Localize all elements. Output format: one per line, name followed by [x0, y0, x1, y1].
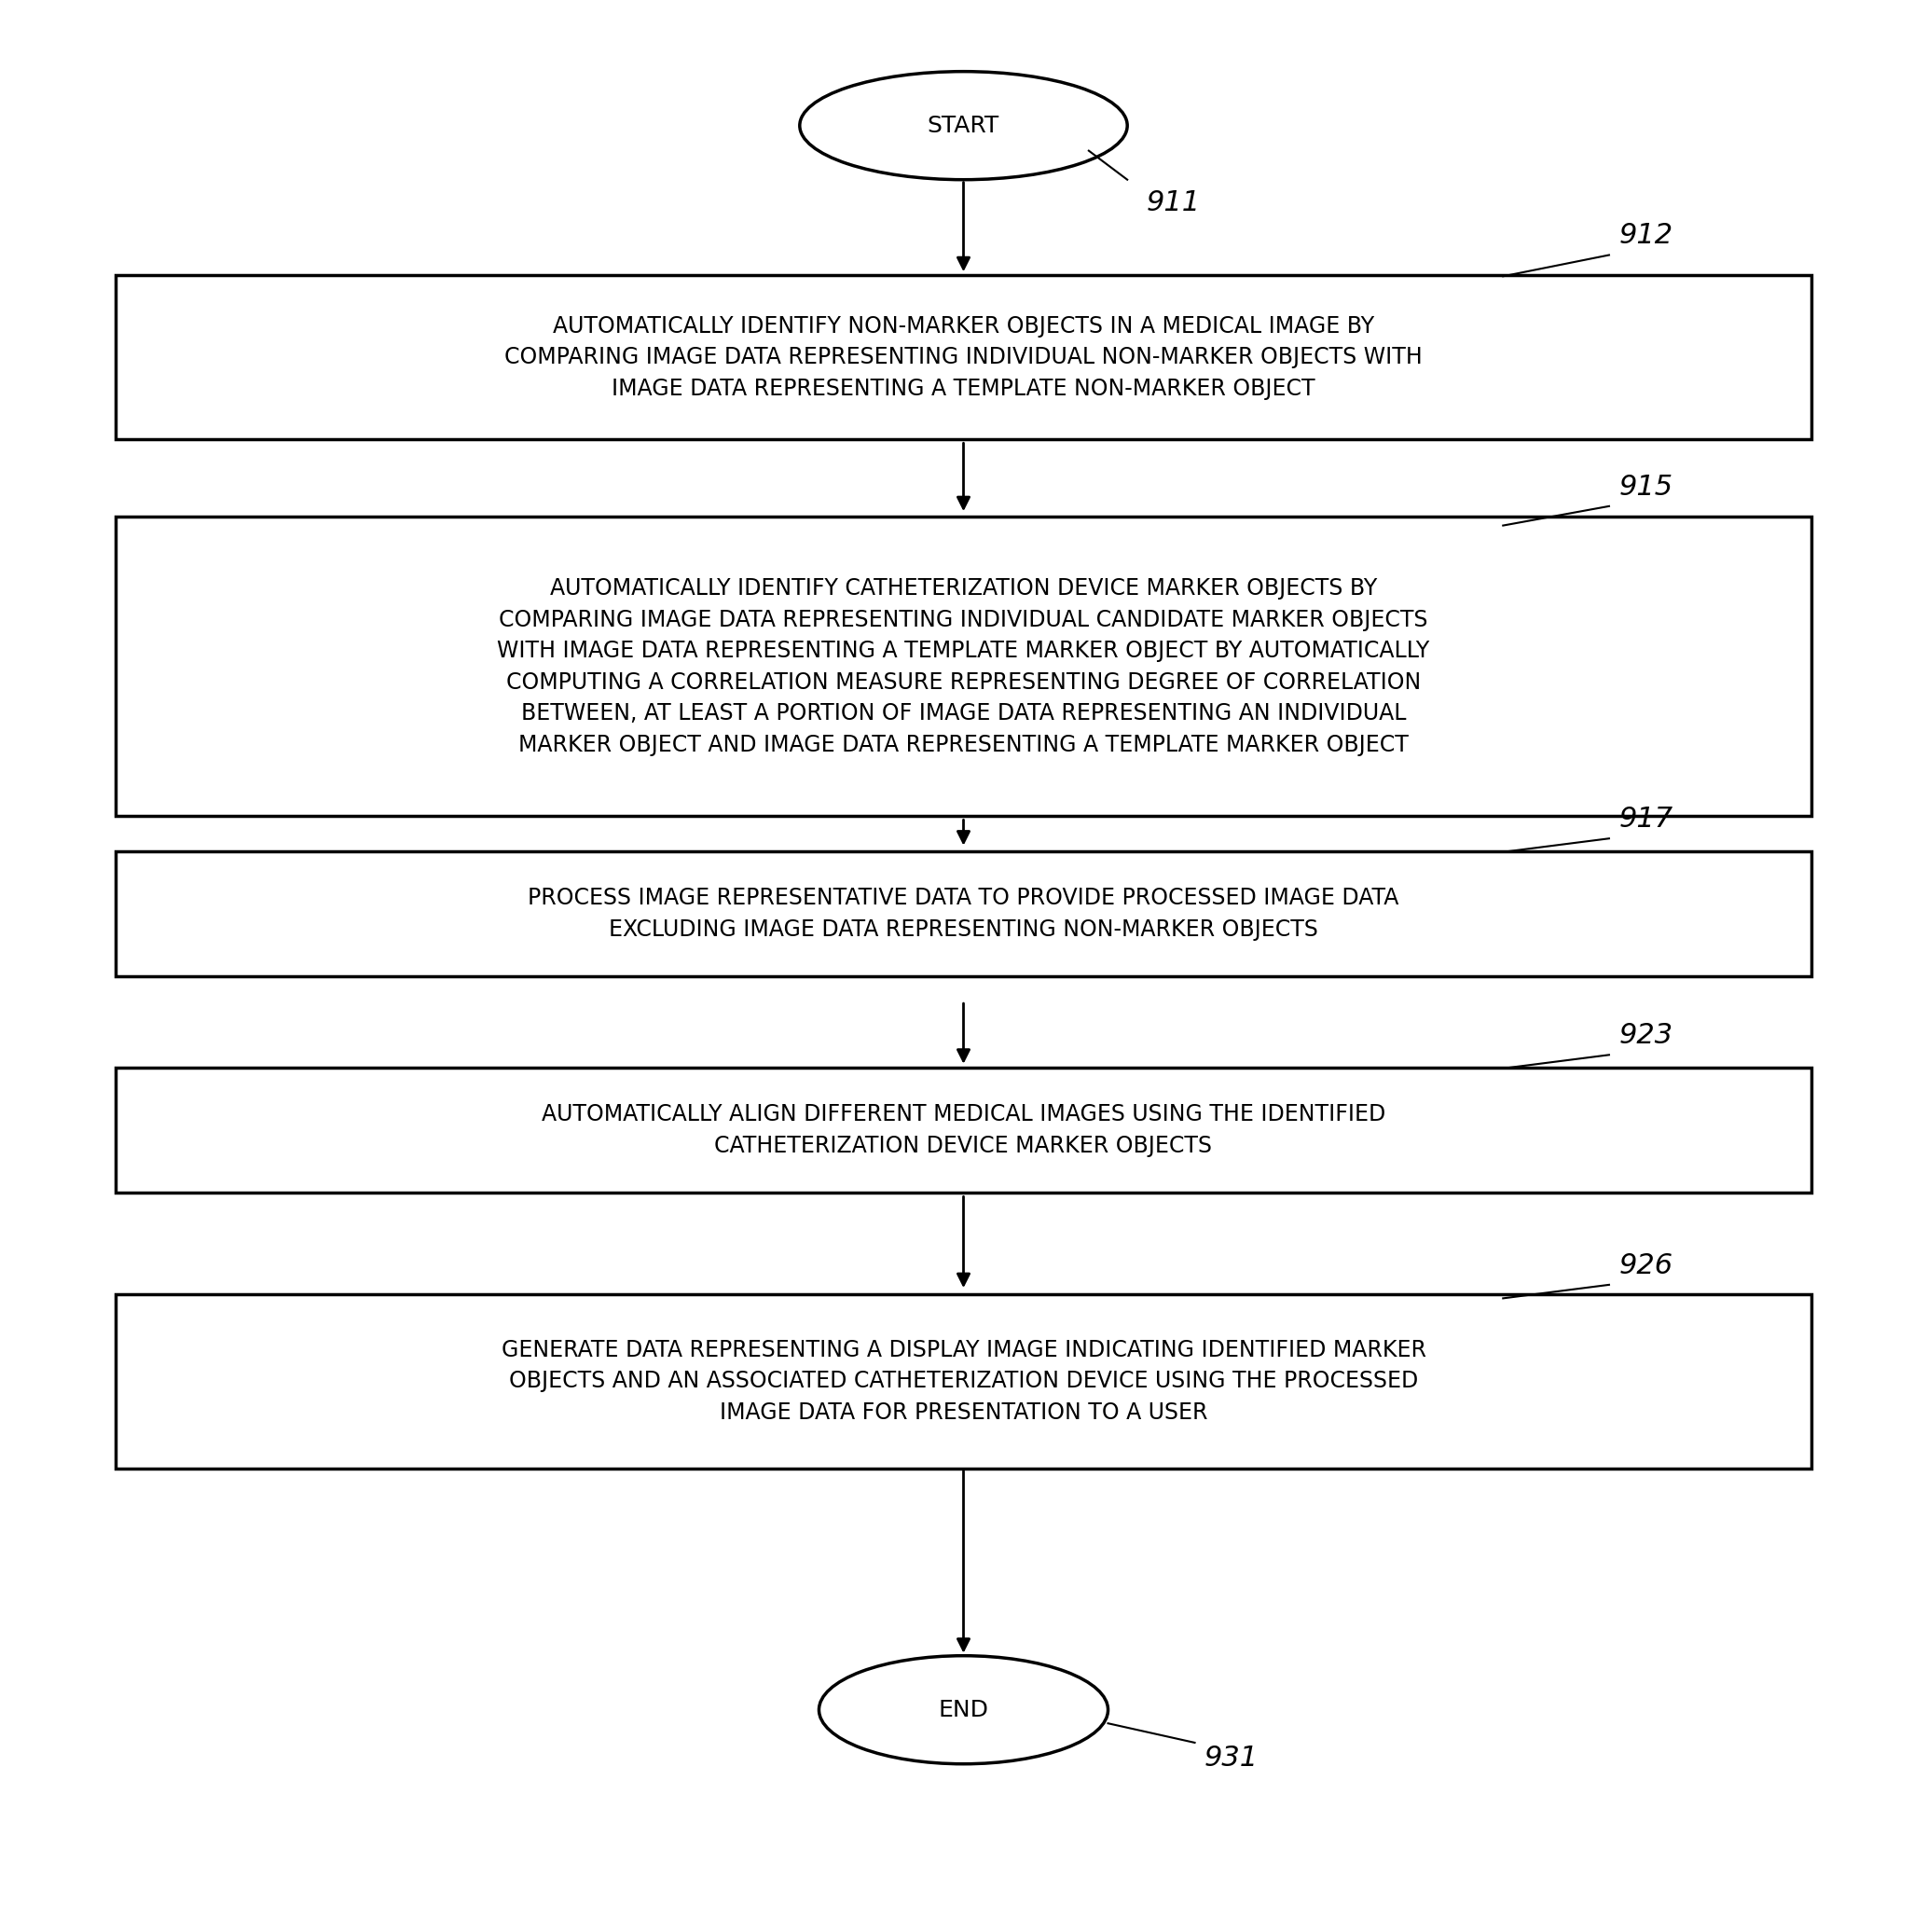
FancyBboxPatch shape — [116, 276, 1811, 440]
Text: AUTOMATICALLY IDENTIFY CATHETERIZATION DEVICE MARKER OBJECTS BY
COMPARING IMAGE : AUTOMATICALLY IDENTIFY CATHETERIZATION D… — [497, 578, 1430, 755]
Text: 923: 923 — [1619, 1022, 1673, 1049]
Text: 926: 926 — [1619, 1252, 1673, 1279]
Ellipse shape — [819, 1656, 1108, 1764]
FancyBboxPatch shape — [116, 1066, 1811, 1194]
Text: GENERATE DATA REPRESENTING A DISPLAY IMAGE INDICATING IDENTIFIED MARKER
OBJECTS : GENERATE DATA REPRESENTING A DISPLAY IMA… — [501, 1339, 1426, 1424]
FancyBboxPatch shape — [116, 1294, 1811, 1468]
Text: AUTOMATICALLY ALIGN DIFFERENT MEDICAL IMAGES USING THE IDENTIFIED
CATHETERIZATIO: AUTOMATICALLY ALIGN DIFFERENT MEDICAL IM… — [541, 1103, 1386, 1157]
Text: 911: 911 — [1147, 189, 1201, 216]
Text: END: END — [938, 1698, 989, 1721]
Text: 915: 915 — [1619, 473, 1673, 500]
Text: 912: 912 — [1619, 222, 1673, 249]
FancyBboxPatch shape — [116, 850, 1811, 976]
Text: START: START — [927, 114, 1000, 137]
Ellipse shape — [800, 71, 1127, 180]
Text: AUTOMATICALLY IDENTIFY NON-MARKER OBJECTS IN A MEDICAL IMAGE BY
COMPARING IMAGE : AUTOMATICALLY IDENTIFY NON-MARKER OBJECT… — [505, 315, 1422, 400]
Text: 931: 931 — [1204, 1745, 1258, 1772]
FancyBboxPatch shape — [116, 516, 1811, 815]
Text: PROCESS IMAGE REPRESENTATIVE DATA TO PROVIDE PROCESSED IMAGE DATA
EXCLUDING IMAG: PROCESS IMAGE REPRESENTATIVE DATA TO PRO… — [528, 887, 1399, 941]
Text: 917: 917 — [1619, 806, 1673, 833]
